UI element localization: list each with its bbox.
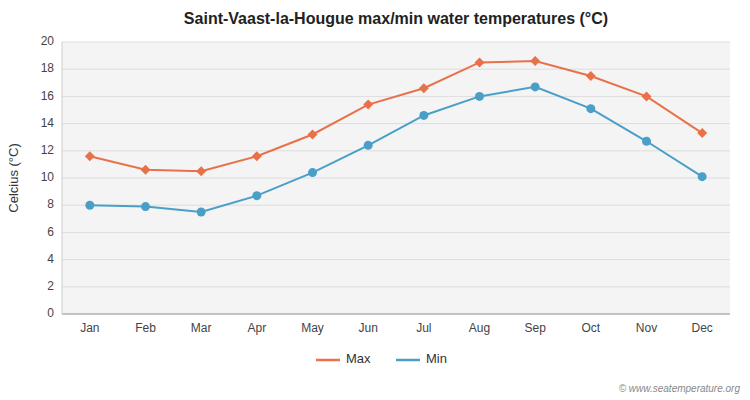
marker-diamond [363, 100, 373, 110]
marker-diamond [697, 128, 707, 138]
grid-line [62, 232, 730, 233]
legend-label: Max [346, 351, 371, 366]
y-tick-label: 6 [47, 225, 54, 239]
plot-background [62, 42, 730, 314]
marker-circle [698, 172, 707, 181]
marker-circle [252, 191, 261, 200]
marker-circle [364, 141, 373, 150]
series-line [90, 61, 702, 171]
x-tick-label: Jun [358, 321, 377, 335]
x-tick-label: Apr [247, 321, 266, 335]
grid-line [62, 205, 730, 206]
x-tick-label: Oct [581, 321, 600, 335]
x-tick-label: Feb [135, 321, 156, 335]
marker-diamond [141, 165, 151, 175]
marker-diamond [419, 83, 429, 93]
x-tick-label: Dec [691, 321, 712, 335]
grid [62, 42, 730, 314]
x-tick-label: Jan [80, 321, 99, 335]
series-line [90, 87, 702, 212]
grid-line [62, 42, 730, 43]
legend-swatch [396, 359, 420, 362]
grid-line [62, 259, 730, 260]
marker-circle [531, 82, 540, 91]
chart-container: 0 2 4 6 8 10 12 14 16 18 20 Jan Feb Mar Apr May Jun Jul Au… [0, 0, 750, 400]
x-tick-label: Nov [636, 321, 657, 335]
marker-diamond [530, 56, 540, 66]
grid-line [62, 69, 730, 70]
marker-diamond [475, 57, 485, 67]
chart-svg: 0 2 4 6 8 10 12 14 16 18 20 Jan Feb Mar Apr May Jun Jul Au… [0, 0, 750, 400]
marker-diamond [252, 151, 262, 161]
y-tick-label: 16 [41, 89, 55, 103]
y-tick-label: 0 [47, 306, 54, 320]
y-tick-label: 2 [47, 279, 54, 293]
legend-label: Min [426, 351, 447, 366]
grid-line [62, 178, 730, 179]
marker-diamond [85, 151, 95, 161]
legend-swatch [316, 359, 340, 362]
y-tick-label: 20 [41, 34, 55, 48]
chart-title: Saint-Vaast-la-Hougue max/min water temp… [184, 10, 608, 27]
marker-circle [141, 202, 150, 211]
marker-diamond [196, 166, 206, 176]
grid-line [62, 123, 730, 124]
x-tick-label: Sep [524, 321, 546, 335]
y-tick-label: 12 [41, 143, 55, 157]
grid-line [62, 314, 730, 315]
y-tick-label: 18 [41, 61, 55, 75]
legend: Max Min [316, 351, 447, 366]
marker-circle [308, 168, 317, 177]
data-group [85, 56, 707, 216]
y-axis-line [62, 42, 63, 314]
y-tick-label: 8 [47, 197, 54, 211]
marker-circle [475, 92, 484, 101]
x-tick-label: Jul [416, 321, 431, 335]
watermark: © www.seatemperature.org [619, 383, 741, 394]
marker-diamond [586, 71, 596, 81]
marker-diamond [642, 91, 652, 101]
x-axis-line [62, 314, 730, 315]
marker-circle [586, 104, 595, 113]
y-tick-label: 10 [41, 170, 55, 184]
marker-diamond [308, 129, 318, 139]
grid-line [62, 286, 730, 287]
y-axis-label: Celcius (°C) [6, 143, 21, 212]
grid-line [62, 150, 730, 151]
x-tick-label: Mar [191, 321, 212, 335]
marker-circle [197, 208, 206, 217]
x-tick-label: Aug [469, 321, 490, 335]
marker-circle [642, 137, 651, 146]
y-tick-label: 4 [47, 252, 54, 266]
marker-circle [419, 111, 428, 120]
marker-circle [85, 201, 94, 210]
x-tick-label: May [301, 321, 324, 335]
y-tick-label: 14 [41, 116, 55, 130]
